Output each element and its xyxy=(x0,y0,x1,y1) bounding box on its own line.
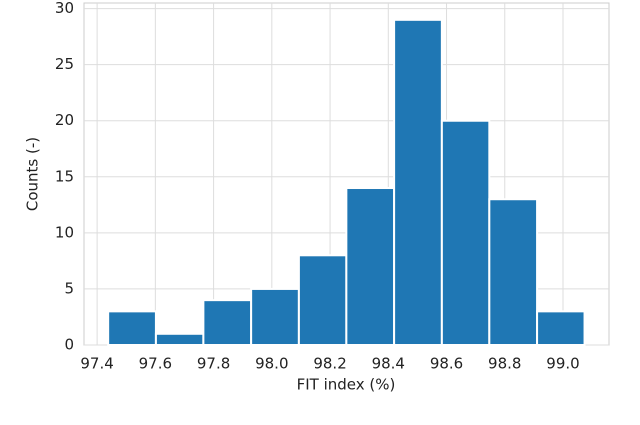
bar xyxy=(536,310,586,346)
x-tick-label: 99.0 xyxy=(546,355,579,373)
x-tick-label: 97.4 xyxy=(80,355,113,373)
x-tick-label: 98.4 xyxy=(372,355,405,373)
bar xyxy=(488,198,539,346)
y-tick-label: 30 xyxy=(55,0,74,17)
bar xyxy=(202,299,253,347)
y-tick-label: 5 xyxy=(64,279,74,297)
x-tick-label: 97.6 xyxy=(139,355,172,373)
bar xyxy=(345,187,396,346)
x-tick-label: 98.8 xyxy=(488,355,521,373)
y-tick-label: 20 xyxy=(55,111,74,129)
bar xyxy=(393,18,443,346)
x-tick-label: 97.8 xyxy=(197,355,230,373)
y-tick-label: 10 xyxy=(55,223,74,241)
y-tick-label: 0 xyxy=(64,336,74,354)
bar xyxy=(250,287,300,346)
y-axis-label: Counts (-) xyxy=(24,137,42,211)
bar xyxy=(440,119,491,346)
x-tick-label: 98.6 xyxy=(430,355,463,373)
x-axis-label: FIT index (%) xyxy=(297,376,396,394)
y-tick-label: 25 xyxy=(55,55,74,73)
x-tick-label: 98.0 xyxy=(255,355,288,373)
x-tick-label: 98.2 xyxy=(313,355,346,373)
bar xyxy=(297,254,348,346)
bar xyxy=(154,332,205,347)
y-tick-label: 15 xyxy=(55,167,74,185)
bar xyxy=(107,310,157,346)
